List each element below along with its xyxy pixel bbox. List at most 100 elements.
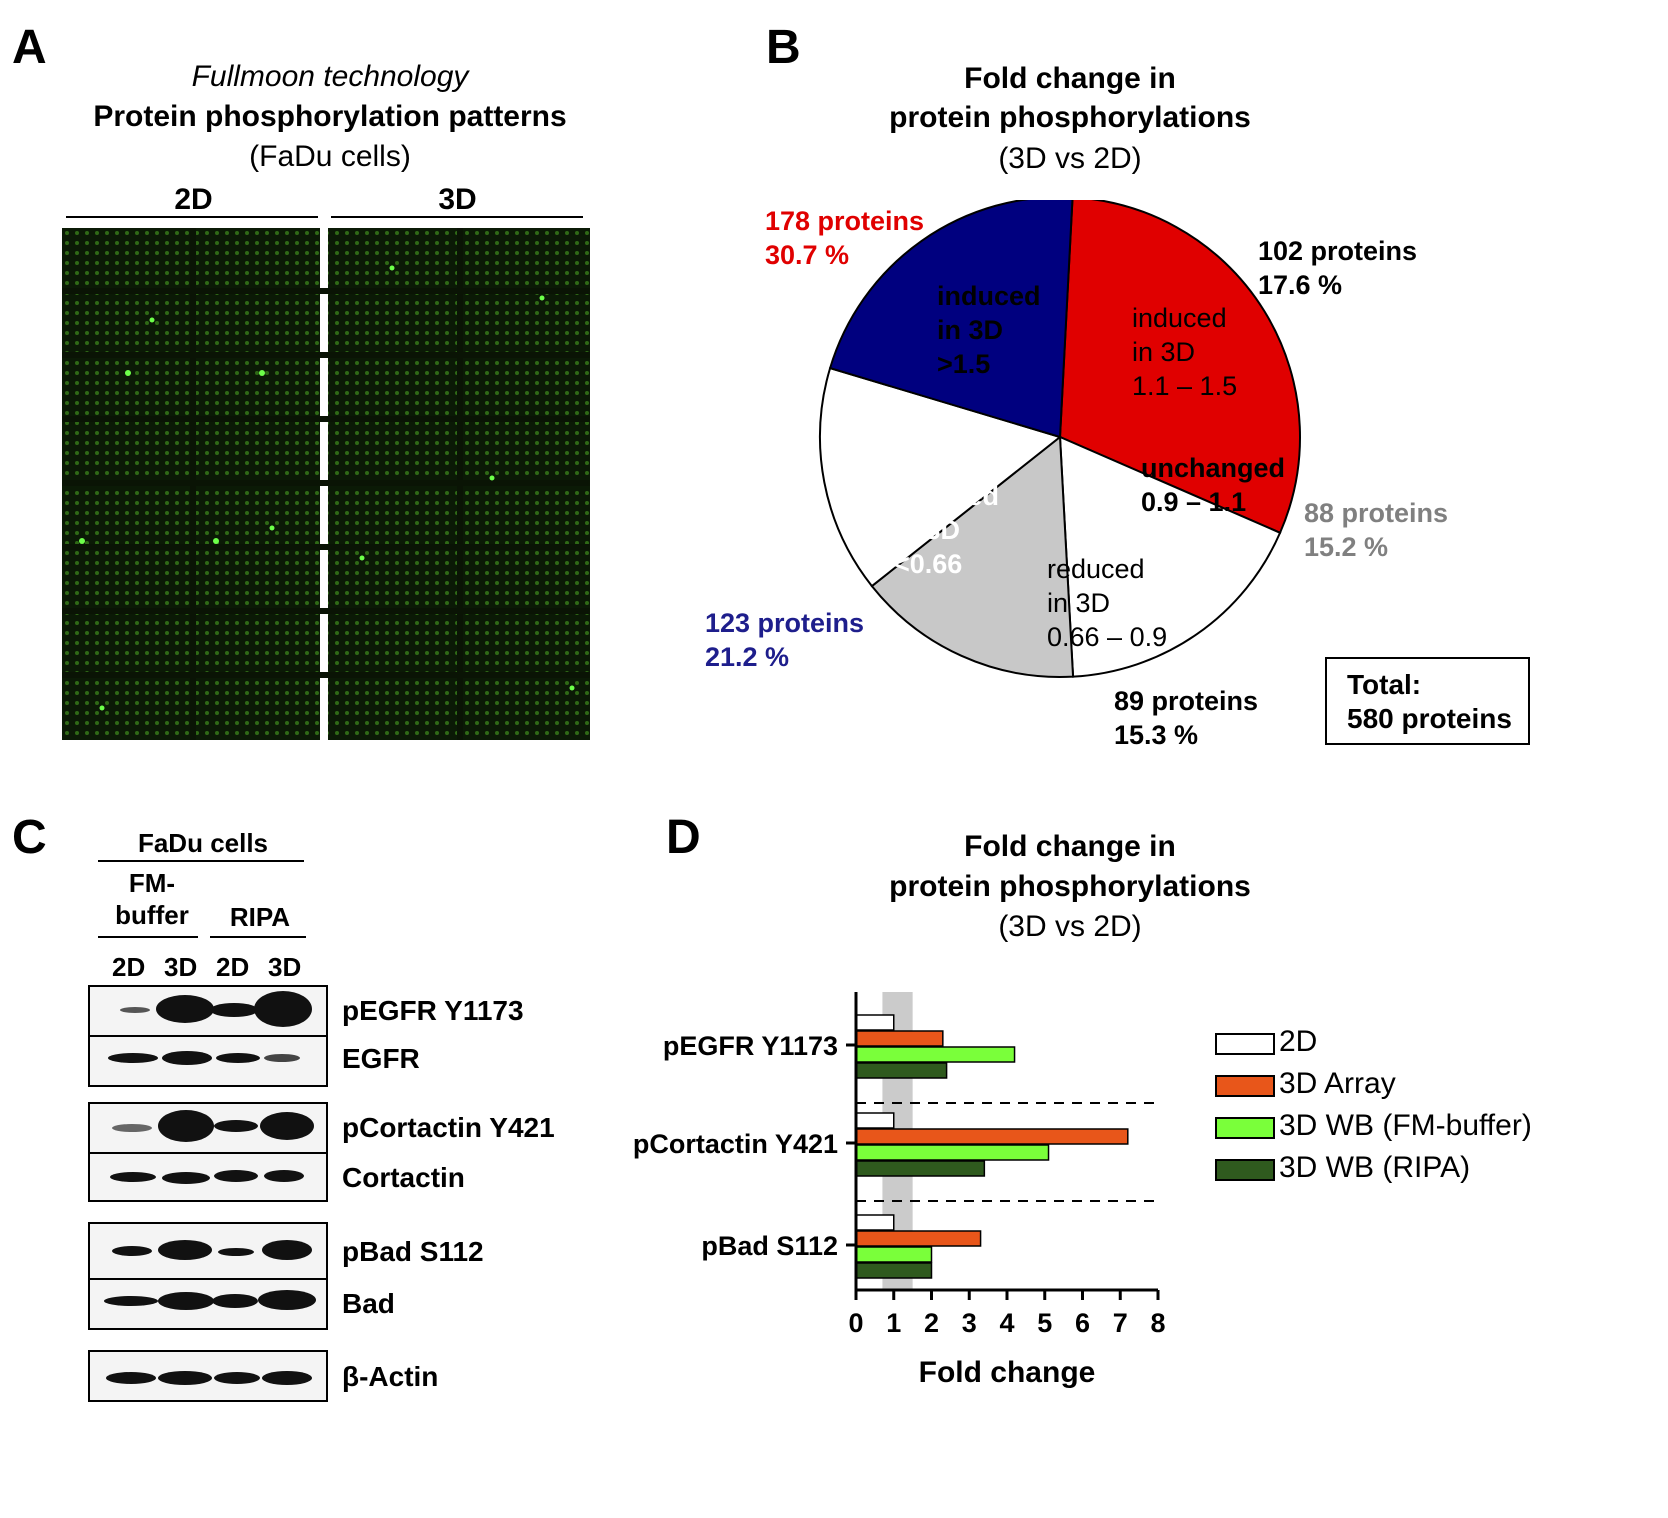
x-axis-label: Fold change [919,1356,1096,1389]
pie-slice-label: induced [1132,303,1227,333]
bar [855,1046,1016,1063]
bar [855,1246,933,1263]
blot-label: pEGFR Y1173 [342,995,524,1026]
category-label: pCortactin Y421 [633,1129,838,1159]
blot-label: Cortactin [342,1162,465,1193]
lane-label: 2D [216,952,250,982]
panel-a-letter: A [12,21,47,74]
pie-slice-label: unchanged [1141,453,1285,483]
pie-slice-label: 0.66 – 0.9 [1047,622,1167,652]
x-tick-label: 5 [1037,1308,1052,1338]
pie-count-label: 102 proteins [1258,236,1417,266]
bar [855,1014,895,1031]
blot-egfr [88,985,328,1087]
pie-slice-label: in 3D [1132,337,1195,367]
x-tick-label: 1 [886,1308,901,1338]
category-label: pEGFR Y1173 [663,1031,838,1061]
total-box: Total: 580 proteins [1325,657,1530,745]
panel-c-header: FaDu cells [137,828,269,858]
pie-slice [1058,200,1301,535]
legend-label: 3D Array [1279,1067,1396,1100]
panel-a-col-2d: 2D [174,183,213,216]
bar-legend: 2D 3D Array 3D WB (FM-buffer) 3D WB (RIPA) [1215,1025,1655,1205]
pie-percent-label: 15.3 % [1114,720,1198,750]
blot-label: EGFR [342,1043,420,1074]
panel-a-cells: (FaDu cells) [249,140,411,173]
pie-slice-label: induced [937,281,1041,311]
x-tick-label: 8 [1150,1308,1165,1338]
pie-slice-label: 1.1 – 1.5 [1132,371,1237,401]
panel-a-3d-rule [331,216,583,218]
bar [855,1030,944,1047]
pie-slice [819,366,1063,588]
buffer1-line1: FM- [128,868,176,898]
pie-percent-label: 21.2 % [705,642,789,672]
total-label: Total: [1347,669,1422,700]
panel-c-letter: C [12,811,47,864]
legend-swatch [1215,1117,1275,1139]
panel-b-title-line1: Fold change in [964,62,1176,95]
pie-chart: induced in 3D >1.5 178 proteins 30.7 % induce… [705,200,1448,750]
bar [855,1112,895,1129]
pie-slice-label: reduced [1047,554,1145,584]
x-tick-label: 6 [1075,1308,1090,1338]
pie-slice-label: in 3D [1047,588,1110,618]
legend-swatch [1215,1159,1275,1181]
pie-slice-label: >1.5 [937,349,990,379]
pie-percent-label: 30.7 % [765,240,849,270]
panel-c-header-rule [98,860,304,862]
blot-cortactin [88,1102,328,1202]
pie-count-label: 89 proteins [1114,686,1258,716]
panel-a-2d-rule [66,216,318,218]
x-tick-label: 2 [924,1308,939,1338]
pie-slice [828,200,1074,439]
panel-b-title-line3: (3D vs 2D) [998,142,1142,175]
pie-count-label: 88 proteins [1304,498,1448,528]
panel-a-subtitle: Fullmoon technology [191,60,469,93]
panel-a-col-3d: 3D [438,183,477,216]
legend-swatch [1215,1033,1275,1055]
bar [855,1062,948,1079]
bar [855,1144,1050,1161]
pie-slice-label: <0.66 [894,549,962,579]
panel-a-title: Protein phosphorylation patterns [93,100,567,133]
buffer2-rule [210,936,306,938]
pie-count-label: 123 proteins [705,608,864,638]
pie-count-label: 178 proteins [765,206,924,236]
bar-chart: pEGFR Y1173 pCortactin Y421 pBad S112 0 1 2 3 4… [633,992,1166,1389]
panel-b-title-line2: protein phosphorylations [889,101,1251,134]
buffer1-rule [98,936,198,938]
x-tick-label: 3 [962,1308,977,1338]
panel-d-letter: D [666,811,701,864]
pie-percent-label: 15.2 % [1304,532,1388,562]
blot-label: β-Actin [342,1361,439,1392]
legend-swatch [1215,1075,1275,1097]
bar [855,1128,1129,1145]
blot-label: Bad [342,1288,395,1319]
lane-label: 3D [164,952,198,982]
pie-slice-label: reduced [894,481,999,511]
total-value: 580 proteins [1347,703,1512,734]
bar [855,1262,933,1279]
legend-label: 2D [1279,1025,1318,1058]
protein-array-image [62,228,590,740]
x-tick-label: 0 [848,1308,863,1338]
buffer2: RIPA [229,902,291,932]
panel-d-title-line1: Fold change in [964,830,1176,863]
category-label: pBad S112 [701,1231,838,1261]
legend-label: 3D WB (RIPA) [1279,1151,1471,1184]
lane-label: 3D [268,952,302,982]
panel-d-title-line2: protein phosphorylations [889,870,1251,903]
bar [855,1214,895,1231]
pie-slice [1058,435,1282,678]
pie-percent-label: 17.6 % [1258,270,1342,300]
pie-slice-label: in 3D [937,315,1003,345]
x-tick-label: 7 [1113,1308,1128,1338]
x-tick-label: 4 [999,1308,1014,1338]
lane-label: 2D [112,952,146,982]
buffer1-line2: buffer [115,900,189,930]
pie-slice-label: in 3D [894,515,960,545]
blot-actin [88,1350,328,1402]
pie-slice-label: 0.9 – 1.1 [1141,487,1246,517]
bar [855,1230,982,1247]
